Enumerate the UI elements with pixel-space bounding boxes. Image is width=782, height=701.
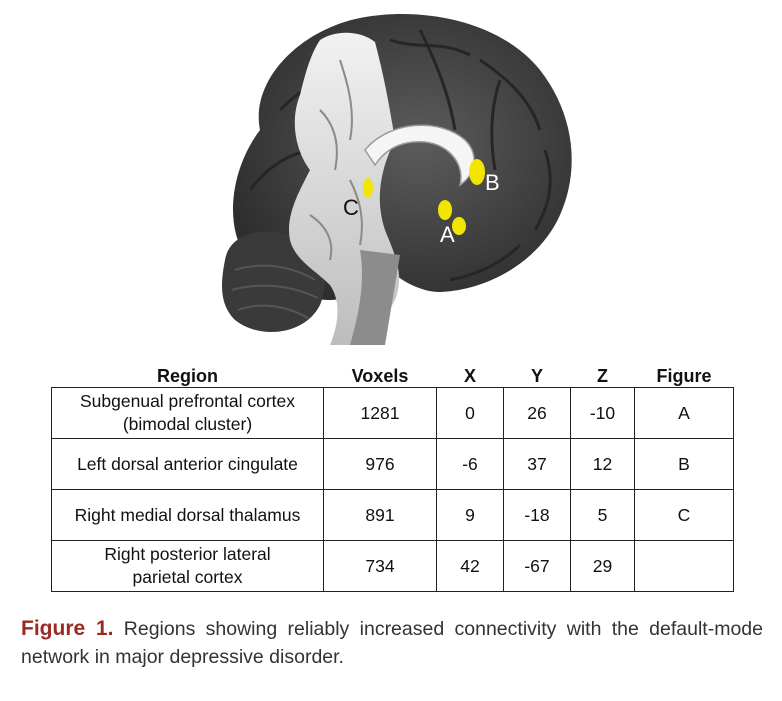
cell-y: 37 [503,438,571,490]
caption-label: Figure 1. [21,617,114,640]
brainstem [350,250,400,345]
caption-text: Regions showing reliably increased conne… [21,618,763,668]
cerebellum-folia [231,264,319,319]
figure-caption: Figure 1. Regions showing reliably incre… [21,615,763,671]
cell-figure: B [634,438,734,490]
cell-z: 12 [570,438,635,490]
region-label-c: C [343,195,359,220]
region-line-1: Right posterior lateral [104,544,271,564]
regions-table: Region Voxels X Y Z Figure Subgenual pre… [51,363,734,592]
cluster-b [469,159,485,185]
cell-z: 5 [570,489,635,541]
cell-y: -18 [503,489,571,541]
cell-region: Right posterior lateral parietal cortex [51,540,324,592]
cluster-a-1 [438,200,452,220]
corpus-callosum [364,124,475,187]
table-header-row: Region Voxels X Y Z Figure [51,363,734,388]
cell-y: -67 [503,540,571,592]
header-x: X [436,363,504,388]
cell-figure: C [634,489,734,541]
region-label-a: A [440,222,455,247]
highlight-clusters [363,159,485,235]
region-label-b: B [485,170,500,195]
header-region: Region [51,363,324,388]
cell-voxels: 976 [323,438,437,490]
cell-voxels: 734 [323,540,437,592]
cell-figure: A [634,387,734,439]
brain-render-image: B A C [222,13,572,345]
header-voxels: Voxels [323,363,437,388]
cell-voxels: 1281 [323,387,437,439]
cell-z: -10 [570,387,635,439]
table-row: Right medial dorsal thalamus 891 9 -18 5… [51,489,734,541]
cell-x: 9 [436,489,504,541]
header-z: Z [570,363,635,388]
table-row: Subgenual prefrontal cortex (bimodal clus… [51,387,734,439]
cell-x: -6 [436,438,504,490]
table-row: Right posterior lateral parietal cortex 7… [51,540,734,592]
region-line-1: Subgenual prefrontal cortex [80,391,295,411]
cell-x: 42 [436,540,504,592]
region-line-2: parietal cortex [132,567,243,587]
table-row: Left dorsal anterior cingulate 976 -6 37… [51,438,734,490]
region-line-1: Left dorsal anterior cingulate [77,453,298,474]
cell-region: Left dorsal anterior cingulate [51,438,324,490]
cell-y: 26 [503,387,571,439]
cluster-c [363,178,373,198]
cell-region: Subgenual prefrontal cortex (bimodal clus… [51,387,324,439]
cell-figure [634,540,734,592]
header-y: Y [503,363,571,388]
region-line-2: (bimodal cluster) [122,414,253,434]
cell-z: 29 [570,540,635,592]
cell-x: 0 [436,387,504,439]
region-line-1: Right medial dorsal thalamus [74,504,301,525]
cell-voxels: 891 [323,489,437,541]
cell-region: Right medial dorsal thalamus [51,489,324,541]
cluster-a-2 [452,217,466,235]
white-matter-folds [309,59,363,261]
header-figure: Figure [634,363,734,388]
